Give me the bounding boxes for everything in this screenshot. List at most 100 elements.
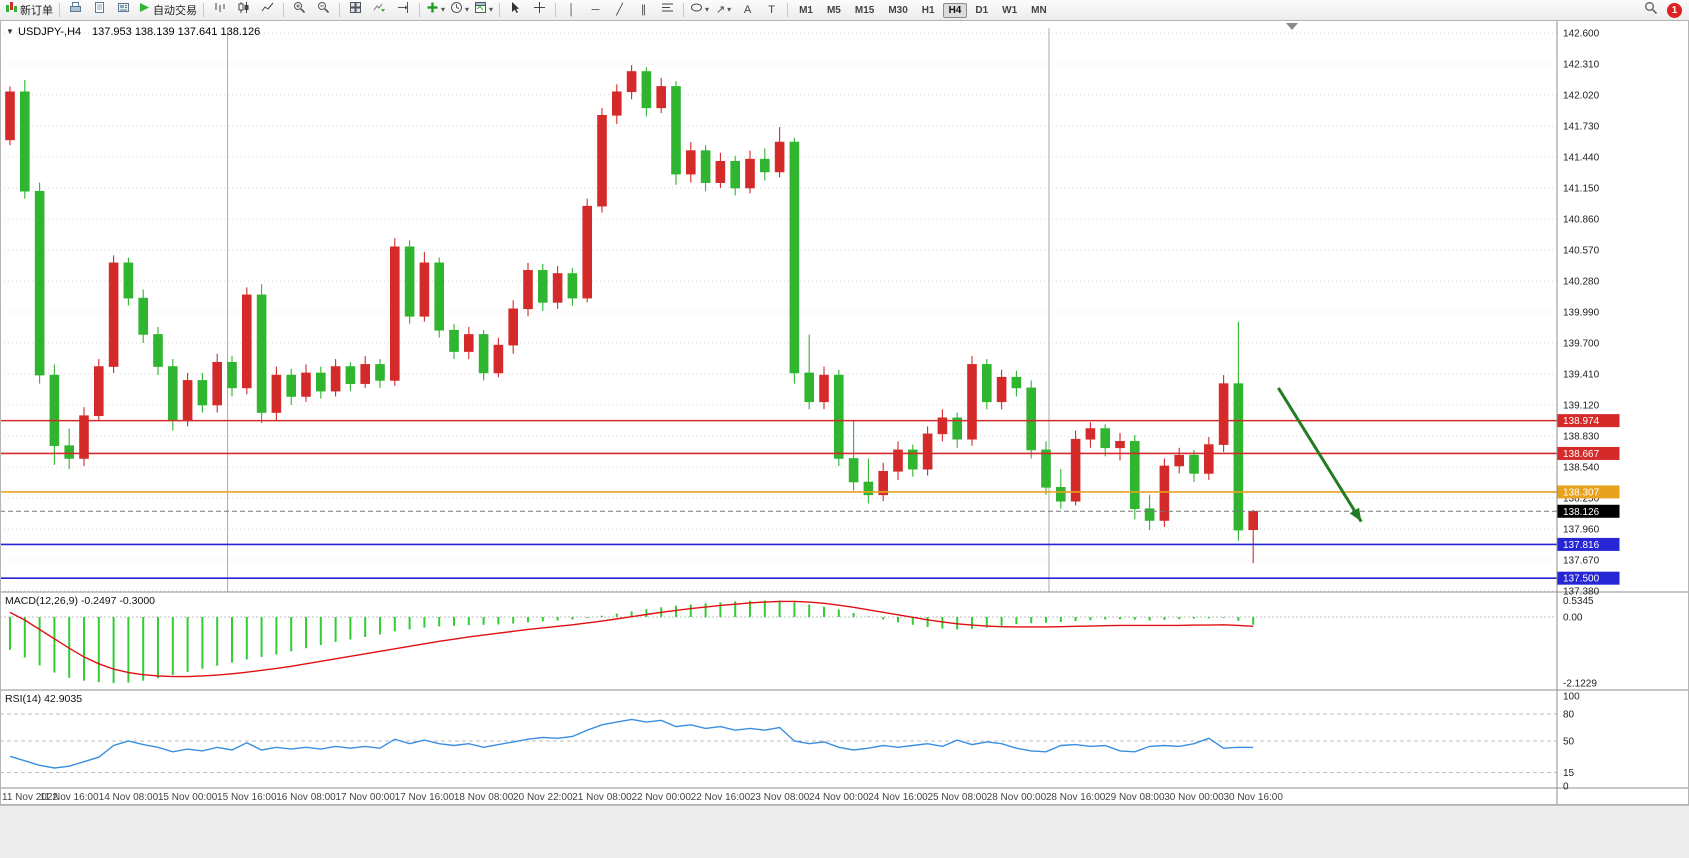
search-icon <box>1644 1 1658 20</box>
chart-shift-marker[interactable] <box>1286 23 1298 30</box>
svg-text:141.440: 141.440 <box>1563 153 1600 164</box>
news-icon <box>117 1 130 19</box>
timeframe-button-M30[interactable]: M30 <box>888 4 908 16</box>
price-scale[interactable]: 142.600 142.310 142.020 141.730 141.440 141.1… <box>1557 29 1620 793</box>
symbol-dropdown-icon[interactable]: ▼ <box>6 27 14 36</box>
periods-button[interactable]: ▾ <box>448 2 471 19</box>
toolbar-separator <box>419 3 420 17</box>
printer-icon <box>69 1 82 19</box>
crosshair-button[interactable] <box>528 2 551 19</box>
chart-area[interactable]: 142.600 142.310 142.020 141.730 141.440 141.1… <box>0 20 1689 805</box>
print-button[interactable] <box>64 2 87 19</box>
horizontal-line-button[interactable]: ─ <box>584 2 607 19</box>
period-separators <box>227 28 1050 592</box>
crosshair-icon <box>533 1 546 19</box>
svg-text:28 Nov 00:00: 28 Nov 00:00 <box>987 792 1047 803</box>
channel-icon: ∥ <box>640 3 647 16</box>
search-button[interactable] <box>1639 1 1662 20</box>
svg-text:11 Nov 2022: 11 Nov 2022 <box>2 792 58 803</box>
svg-text:22 Nov 00:00: 22 Nov 00:00 <box>631 792 691 803</box>
autotrading-button[interactable]: 自动交易 <box>136 2 199 19</box>
toolbar-separator <box>683 3 685 17</box>
chart-shift-button[interactable] <box>392 2 415 19</box>
news-button[interactable] <box>112 2 135 19</box>
svg-text:50: 50 <box>1563 737 1575 748</box>
timeframe-button-D1[interactable]: D1 <box>975 4 989 16</box>
cursor-button[interactable] <box>504 2 527 19</box>
vertical-line-icon: │ <box>568 3 575 16</box>
trend-arrow-annotation[interactable] <box>1277 387 1363 523</box>
print-preview-button[interactable] <box>88 2 111 19</box>
svg-text:24 Nov 00:00: 24 Nov 00:00 <box>809 792 869 803</box>
timeframe-button-M1[interactable]: M1 <box>799 4 813 16</box>
rsi-panel <box>0 713 1557 773</box>
svg-text:17 Nov 16:00: 17 Nov 16:00 <box>395 792 455 803</box>
svg-text:137.670: 137.670 <box>1563 556 1600 567</box>
price-badge-137.816: 137.816 <box>1557 537 1620 551</box>
auto-scroll-icon <box>373 1 386 19</box>
svg-text:140.280: 140.280 <box>1563 277 1600 288</box>
svg-text:137.500: 137.500 <box>1563 574 1600 585</box>
macd-panel <box>0 600 1557 684</box>
svg-text:139.120: 139.120 <box>1563 401 1600 412</box>
candlestick-chart-button[interactable] <box>232 2 255 19</box>
toolbar-separator <box>203 3 204 17</box>
toolbar-separator <box>787 3 789 17</box>
channel-button[interactable]: ∥ <box>632 2 655 19</box>
price-badge-138.126: 138.126 <box>1557 504 1620 518</box>
label-button[interactable]: T <box>760 2 783 19</box>
zoom-out-button[interactable] <box>312 2 335 19</box>
fibonacci-button[interactable] <box>656 2 679 19</box>
zoom-in-button[interactable] <box>288 2 311 19</box>
line-chart-button[interactable] <box>256 2 279 19</box>
price-badge-138.307: 138.307 <box>1557 485 1620 499</box>
svg-text:142.310: 142.310 <box>1563 60 1600 71</box>
vertical-line-button[interactable]: │ <box>560 2 583 19</box>
svg-text:141.150: 141.150 <box>1563 184 1600 195</box>
label-tool-icon: T <box>768 3 775 16</box>
svg-text:0.00: 0.00 <box>1563 613 1583 624</box>
chart-shift-icon <box>397 1 410 19</box>
svg-text:28 Nov 16:00: 28 Nov 16:00 <box>1046 792 1106 803</box>
chart-svg[interactable]: 142.600 142.310 142.020 141.730 141.440 141.1… <box>0 20 1689 805</box>
price-badge-138.667: 138.667 <box>1557 446 1620 460</box>
timeframe-button-MN[interactable]: MN <box>1031 4 1047 16</box>
arrows-button[interactable]: ↗ ▾ <box>712 2 735 19</box>
toolbar-separator <box>59 3 60 17</box>
shapes-caret-icon: ▾ <box>705 5 710 14</box>
svg-text:141.730: 141.730 <box>1563 122 1600 133</box>
periods-caret-icon: ▾ <box>465 5 470 14</box>
indicators-button[interactable]: ▾ <box>424 2 447 19</box>
svg-text:20 Nov 22:00: 20 Nov 22:00 <box>513 792 573 803</box>
new-order-button[interactable]: 新订单 <box>3 2 55 19</box>
svg-text:30 Nov 00:00: 30 Nov 00:00 <box>1164 792 1224 803</box>
svg-text:29 Nov 08:00: 29 Nov 08:00 <box>1105 792 1165 803</box>
tile-windows-button[interactable] <box>344 2 367 19</box>
candles-layer <box>5 65 1258 564</box>
svg-text:0: 0 <box>1563 782 1569 793</box>
templates-button[interactable]: ▾ <box>472 2 495 19</box>
timeframe-button-H4[interactable]: H4 <box>942 2 968 18</box>
auto-scroll-button[interactable] <box>368 2 391 19</box>
timeframe-button-M15[interactable]: M15 <box>854 4 875 16</box>
svg-text:30 Nov 16:00: 30 Nov 16:00 <box>1223 792 1283 803</box>
indicators-plus-icon <box>426 1 439 19</box>
timeframe-button-W1[interactable]: W1 <box>1002 4 1018 16</box>
svg-text:137.816: 137.816 <box>1563 540 1600 551</box>
bar-chart-button[interactable] <box>208 2 231 19</box>
price-badge-137.500: 137.500 <box>1557 571 1620 585</box>
cursor-icon <box>509 1 522 19</box>
notification-badge[interactable]: 1 <box>1667 2 1682 18</box>
price-badge-138.974: 138.974 <box>1557 414 1620 428</box>
timeframe-button-H1[interactable]: H1 <box>921 4 935 16</box>
svg-text:25 Nov 08:00: 25 Nov 08:00 <box>927 792 987 803</box>
shapes-button[interactable]: ▾ <box>688 2 711 19</box>
trendline-button[interactable]: ╱ <box>608 2 631 19</box>
candlestick-chart-icon <box>237 1 250 19</box>
text-button[interactable]: A <box>736 2 759 19</box>
timeframe-button-M5[interactable]: M5 <box>826 4 841 16</box>
timeframe-group: M1 M5 M15 M30 H1 H4 D1 W1 MN <box>792 2 1054 18</box>
toolbar-separator <box>499 3 501 17</box>
chart-background <box>0 20 1689 805</box>
